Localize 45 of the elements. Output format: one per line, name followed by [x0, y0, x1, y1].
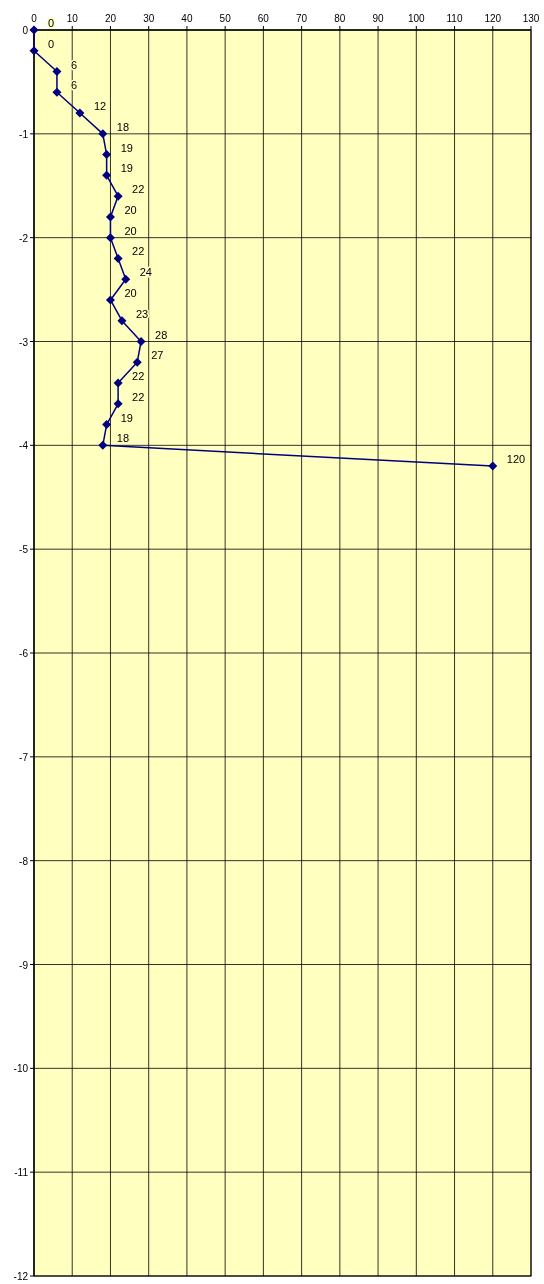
x-tick-label: 40	[181, 13, 193, 24]
y-tick-label: -7	[19, 751, 29, 763]
y-tick-label: -4	[19, 440, 29, 452]
x-tick-label: 0	[31, 13, 38, 24]
x-tick-label: 110	[446, 13, 463, 24]
data-label: 18	[116, 432, 130, 445]
y-tick-label: -3	[19, 336, 29, 348]
x-tick-label: 90	[372, 13, 385, 24]
data-label: 0	[48, 37, 55, 50]
data-label: 19	[120, 162, 133, 175]
x-tick-label: 120	[484, 13, 502, 24]
y-tick-label: -6	[19, 648, 29, 659]
data-label: 19	[120, 141, 133, 154]
x-tick-label: 50	[219, 13, 232, 24]
data-label: 27	[151, 349, 164, 362]
y-tick-label: -11	[14, 1167, 29, 1179]
y-tick-label: 0	[22, 25, 29, 36]
y-tick-label: -1	[19, 128, 29, 140]
x-tick-label: 10	[66, 13, 79, 24]
x-tick-label: 70	[296, 13, 308, 24]
x-tick-label: 60	[257, 13, 270, 24]
data-label: 18	[116, 120, 130, 133]
data-label: 23	[135, 307, 149, 320]
data-label: 22	[132, 183, 145, 196]
data-label: 20	[124, 286, 137, 299]
x-tick-label: 80	[334, 13, 346, 24]
y-tick-label: -2	[19, 232, 29, 244]
y-tick-label: -8	[19, 855, 29, 867]
data-label: 12	[93, 100, 107, 113]
data-label: 19	[120, 411, 133, 424]
x-tick-label: 100	[407, 13, 426, 24]
data-label: 20	[124, 203, 137, 216]
y-tick-label: -5	[19, 544, 29, 556]
data-label: 22	[132, 390, 145, 403]
data-label: 22	[132, 245, 145, 258]
y-tick-label: -9	[19, 959, 29, 971]
data-label: 22	[132, 370, 145, 383]
data-label: 120	[506, 453, 526, 466]
x-tick-label: 130	[522, 13, 540, 24]
y-tick-label: -12	[13, 1271, 29, 1282]
data-label: 28	[155, 328, 168, 341]
data-label: 20	[124, 224, 137, 237]
y-tick-label: -10	[13, 1063, 29, 1075]
x-tick-label: 30	[143, 13, 155, 24]
x-tick-label: 20	[104, 13, 117, 24]
